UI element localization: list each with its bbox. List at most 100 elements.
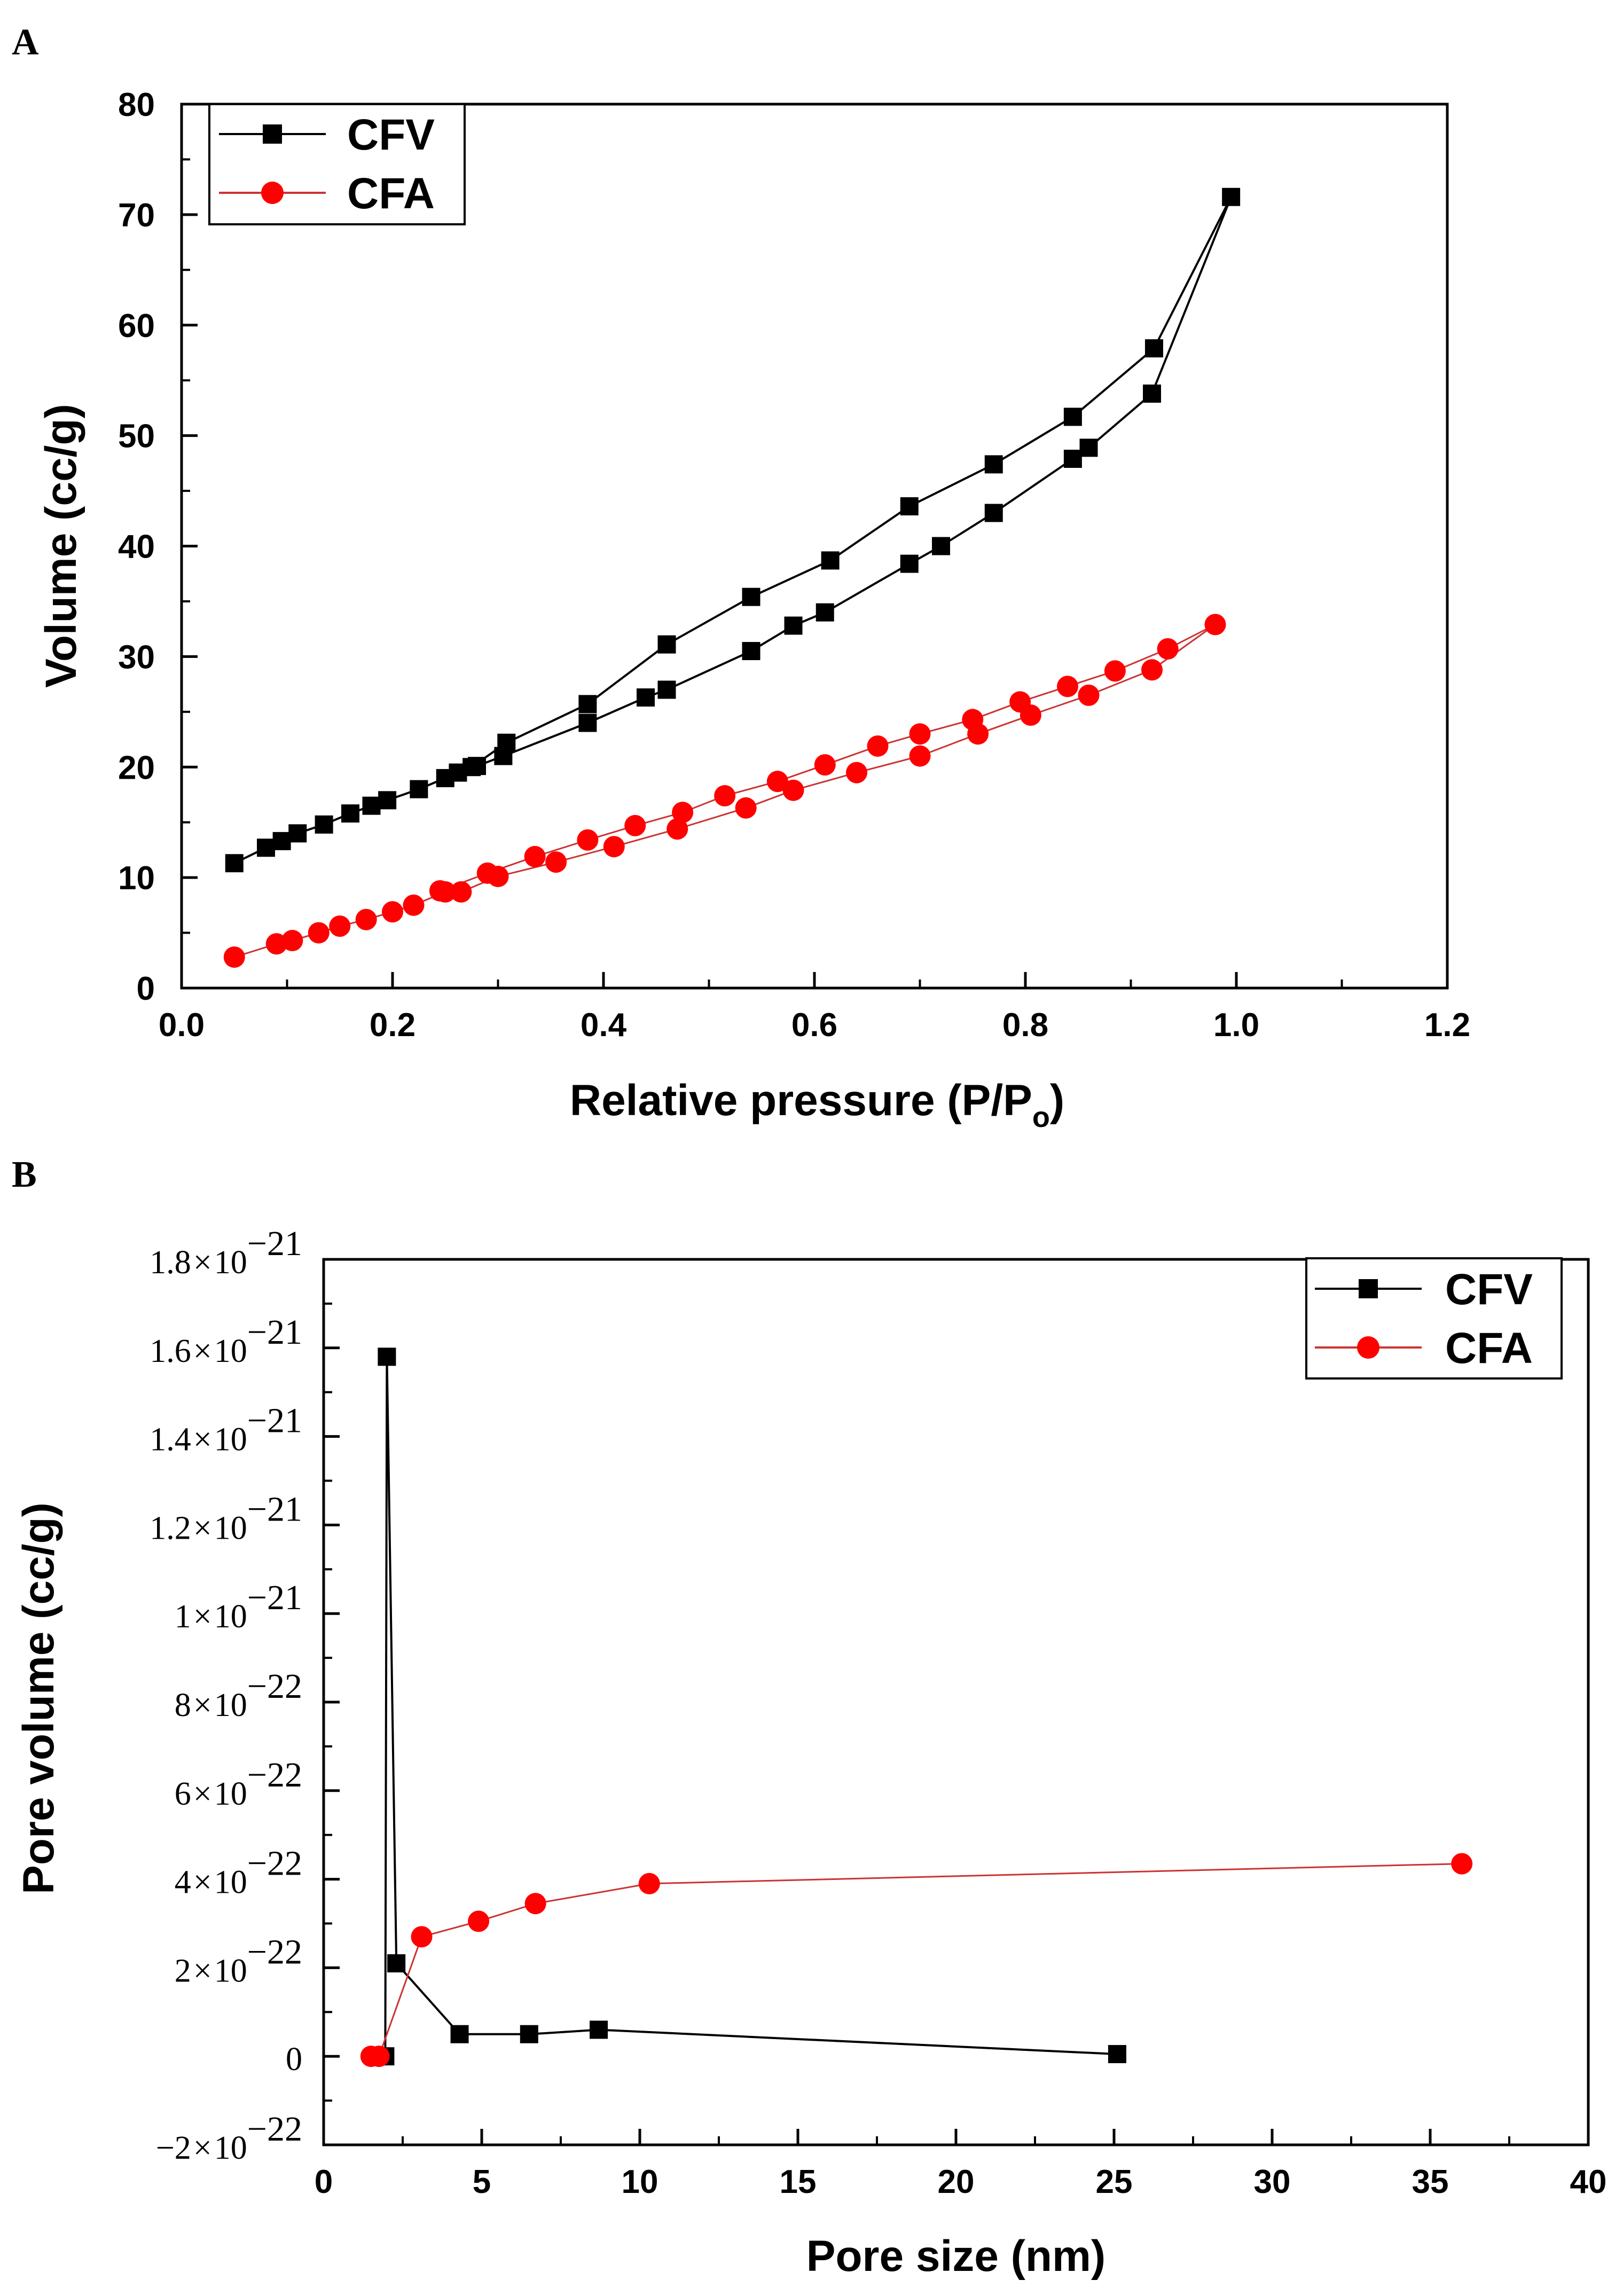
x-tick-label-b: 5 [473, 2164, 491, 2200]
x-axis-label-a: Relative pressure (P/Po) [570, 1076, 1064, 1133]
data-point-a-cfa [1104, 660, 1126, 682]
data-point-a-cfa [624, 814, 646, 836]
y-tick-label-a: 0 [137, 970, 155, 1007]
data-point-a-cfa [814, 754, 836, 776]
plot-area-a [180, 103, 1449, 990]
data-point-a-cfa [714, 785, 736, 807]
data-point-b-cfa [368, 2046, 390, 2067]
data-point-a-cfa [846, 762, 867, 783]
y-tick-label-b: 1.6×10−21 [150, 1313, 302, 1369]
data-point-a-cfa [1009, 691, 1031, 713]
x-tick-label-b: 30 [1254, 2164, 1291, 2200]
data-point-a-cfa [281, 930, 303, 952]
data-point-a-cfa [735, 797, 757, 819]
legend-a-cfv-label: CFV [347, 111, 435, 159]
legend-b: CFV CFA [1305, 1257, 1563, 1380]
data-point-a-cfv [1222, 187, 1241, 206]
data-point-a-cfv [315, 815, 333, 834]
data-point-a-cfv [578, 714, 597, 732]
data-point-b-cfa [468, 1910, 490, 1932]
data-point-a-cfa [329, 915, 351, 937]
data-point-b-cfv [387, 1954, 406, 1973]
x-tick-label-a: 0.6 [791, 1007, 837, 1044]
data-point-a-cfv [657, 680, 676, 699]
legend-a-cfa-marker [261, 182, 284, 204]
data-point-b-cfv [450, 2025, 469, 2043]
data-point-a-cfa [524, 845, 546, 867]
y-tick-label-b: 1.2×10−21 [150, 1490, 302, 1546]
data-point-a-cfv [462, 758, 481, 777]
data-point-b-cfa [524, 1893, 546, 1915]
data-point-a-cfa [672, 802, 694, 824]
data-point-a-cfa [355, 908, 377, 930]
y-tick-label-b: 2×10−22 [175, 1932, 302, 1989]
data-point-a-cfv [984, 504, 1003, 522]
data-point-a-cfa [962, 709, 984, 731]
x-tick-label-a: 0.8 [1002, 1007, 1048, 1044]
x-axis-label-a-end: ) [1050, 1076, 1064, 1125]
data-point-a-cfv [984, 455, 1003, 474]
x-tick-label-a: 1.2 [1424, 1007, 1470, 1044]
data-point-a-cfv [900, 554, 919, 573]
x-axis-label-a-main: Relative pressure (P/P [570, 1076, 1032, 1125]
legend-b-cfv-label: CFV [1445, 1265, 1533, 1314]
x-axis-label-a-sub: o [1032, 1101, 1050, 1133]
data-point-a-cfv [816, 603, 834, 622]
y-tick-label-a: 30 [118, 639, 155, 676]
series-line-a-cfv [233, 196, 1232, 864]
x-tick-label-b: 15 [780, 2164, 817, 2200]
data-point-a-cfv [257, 839, 275, 857]
panel-label-b: B [12, 1154, 37, 1195]
data-point-a-cfv [742, 587, 760, 606]
data-point-b-cfa [411, 1926, 433, 1948]
data-point-a-cfa [545, 851, 567, 873]
data-point-a-cfa [603, 836, 625, 858]
x-tick-label-a: 0.2 [370, 1007, 415, 1044]
data-point-b-cfv [520, 2025, 538, 2043]
x-tick-label-a: 0.4 [581, 1007, 627, 1044]
data-point-a-cfa [909, 723, 931, 745]
y-tick-label-b: 1.4×10−21 [150, 1401, 302, 1458]
data-point-a-cfv [821, 551, 840, 570]
y-tick-label-a: 50 [118, 418, 155, 455]
y-tick-label-b: 1.8×10−21 [150, 1224, 302, 1281]
y-tick-label-a: 70 [118, 197, 155, 234]
data-point-a-cfa [403, 894, 425, 916]
y-axis-label-a: Volume (cc/g) [37, 404, 85, 688]
y-tick-label-b: −2×10−22 [156, 2110, 302, 2166]
y-tick-label-b: 1×10−21 [175, 1578, 302, 1635]
data-point-a-cfv [637, 688, 655, 707]
data-point-a-cfa [1078, 684, 1100, 706]
data-point-a-cfa [429, 880, 451, 902]
data-point-a-cfv [1063, 408, 1082, 426]
series-line-b-cfv [377, 1357, 1117, 2058]
data-point-a-cfa [1057, 676, 1078, 698]
x-tick-label-a: 1.0 [1213, 1007, 1259, 1044]
data-point-a-cfa [766, 771, 788, 793]
data-point-a-cfa [308, 922, 330, 944]
data-point-a-cfa [909, 745, 931, 767]
data-point-a-cfa [867, 735, 889, 757]
axis-ticks-b: 0 5 10 15 20 25 30 35 40 −2×10−22 0 2×10−22 4×10−22 6… [150, 1224, 1606, 2200]
data-point-a-cfv [378, 791, 397, 810]
data-point-b-cfa [1451, 1853, 1473, 1875]
data-point-a-cfv [410, 780, 428, 798]
data-point-a-cfv [784, 616, 803, 635]
legend-b-cfv-marker [1359, 1279, 1378, 1298]
data-point-b-cfa [638, 1872, 660, 1894]
series-group-b [360, 1347, 1473, 2067]
data-point-a-cfa [782, 779, 804, 801]
data-point-a-cfv [225, 854, 244, 873]
legend-a-cfa-label: CFA [347, 169, 435, 218]
plot-area-b [322, 1258, 1590, 2146]
data-point-b-cfv [590, 2020, 608, 2039]
legend-b-cfa-label: CFA [1445, 1324, 1533, 1373]
data-point-a-cfa [1157, 638, 1179, 660]
x-tick-label-b: 35 [1412, 2164, 1449, 2200]
y-tick-label-a: 20 [118, 749, 155, 786]
data-point-a-cfv [742, 642, 760, 661]
data-point-a-cfv [362, 796, 381, 815]
panel-label-a: A [12, 22, 39, 63]
data-point-a-cfv [1079, 438, 1098, 457]
